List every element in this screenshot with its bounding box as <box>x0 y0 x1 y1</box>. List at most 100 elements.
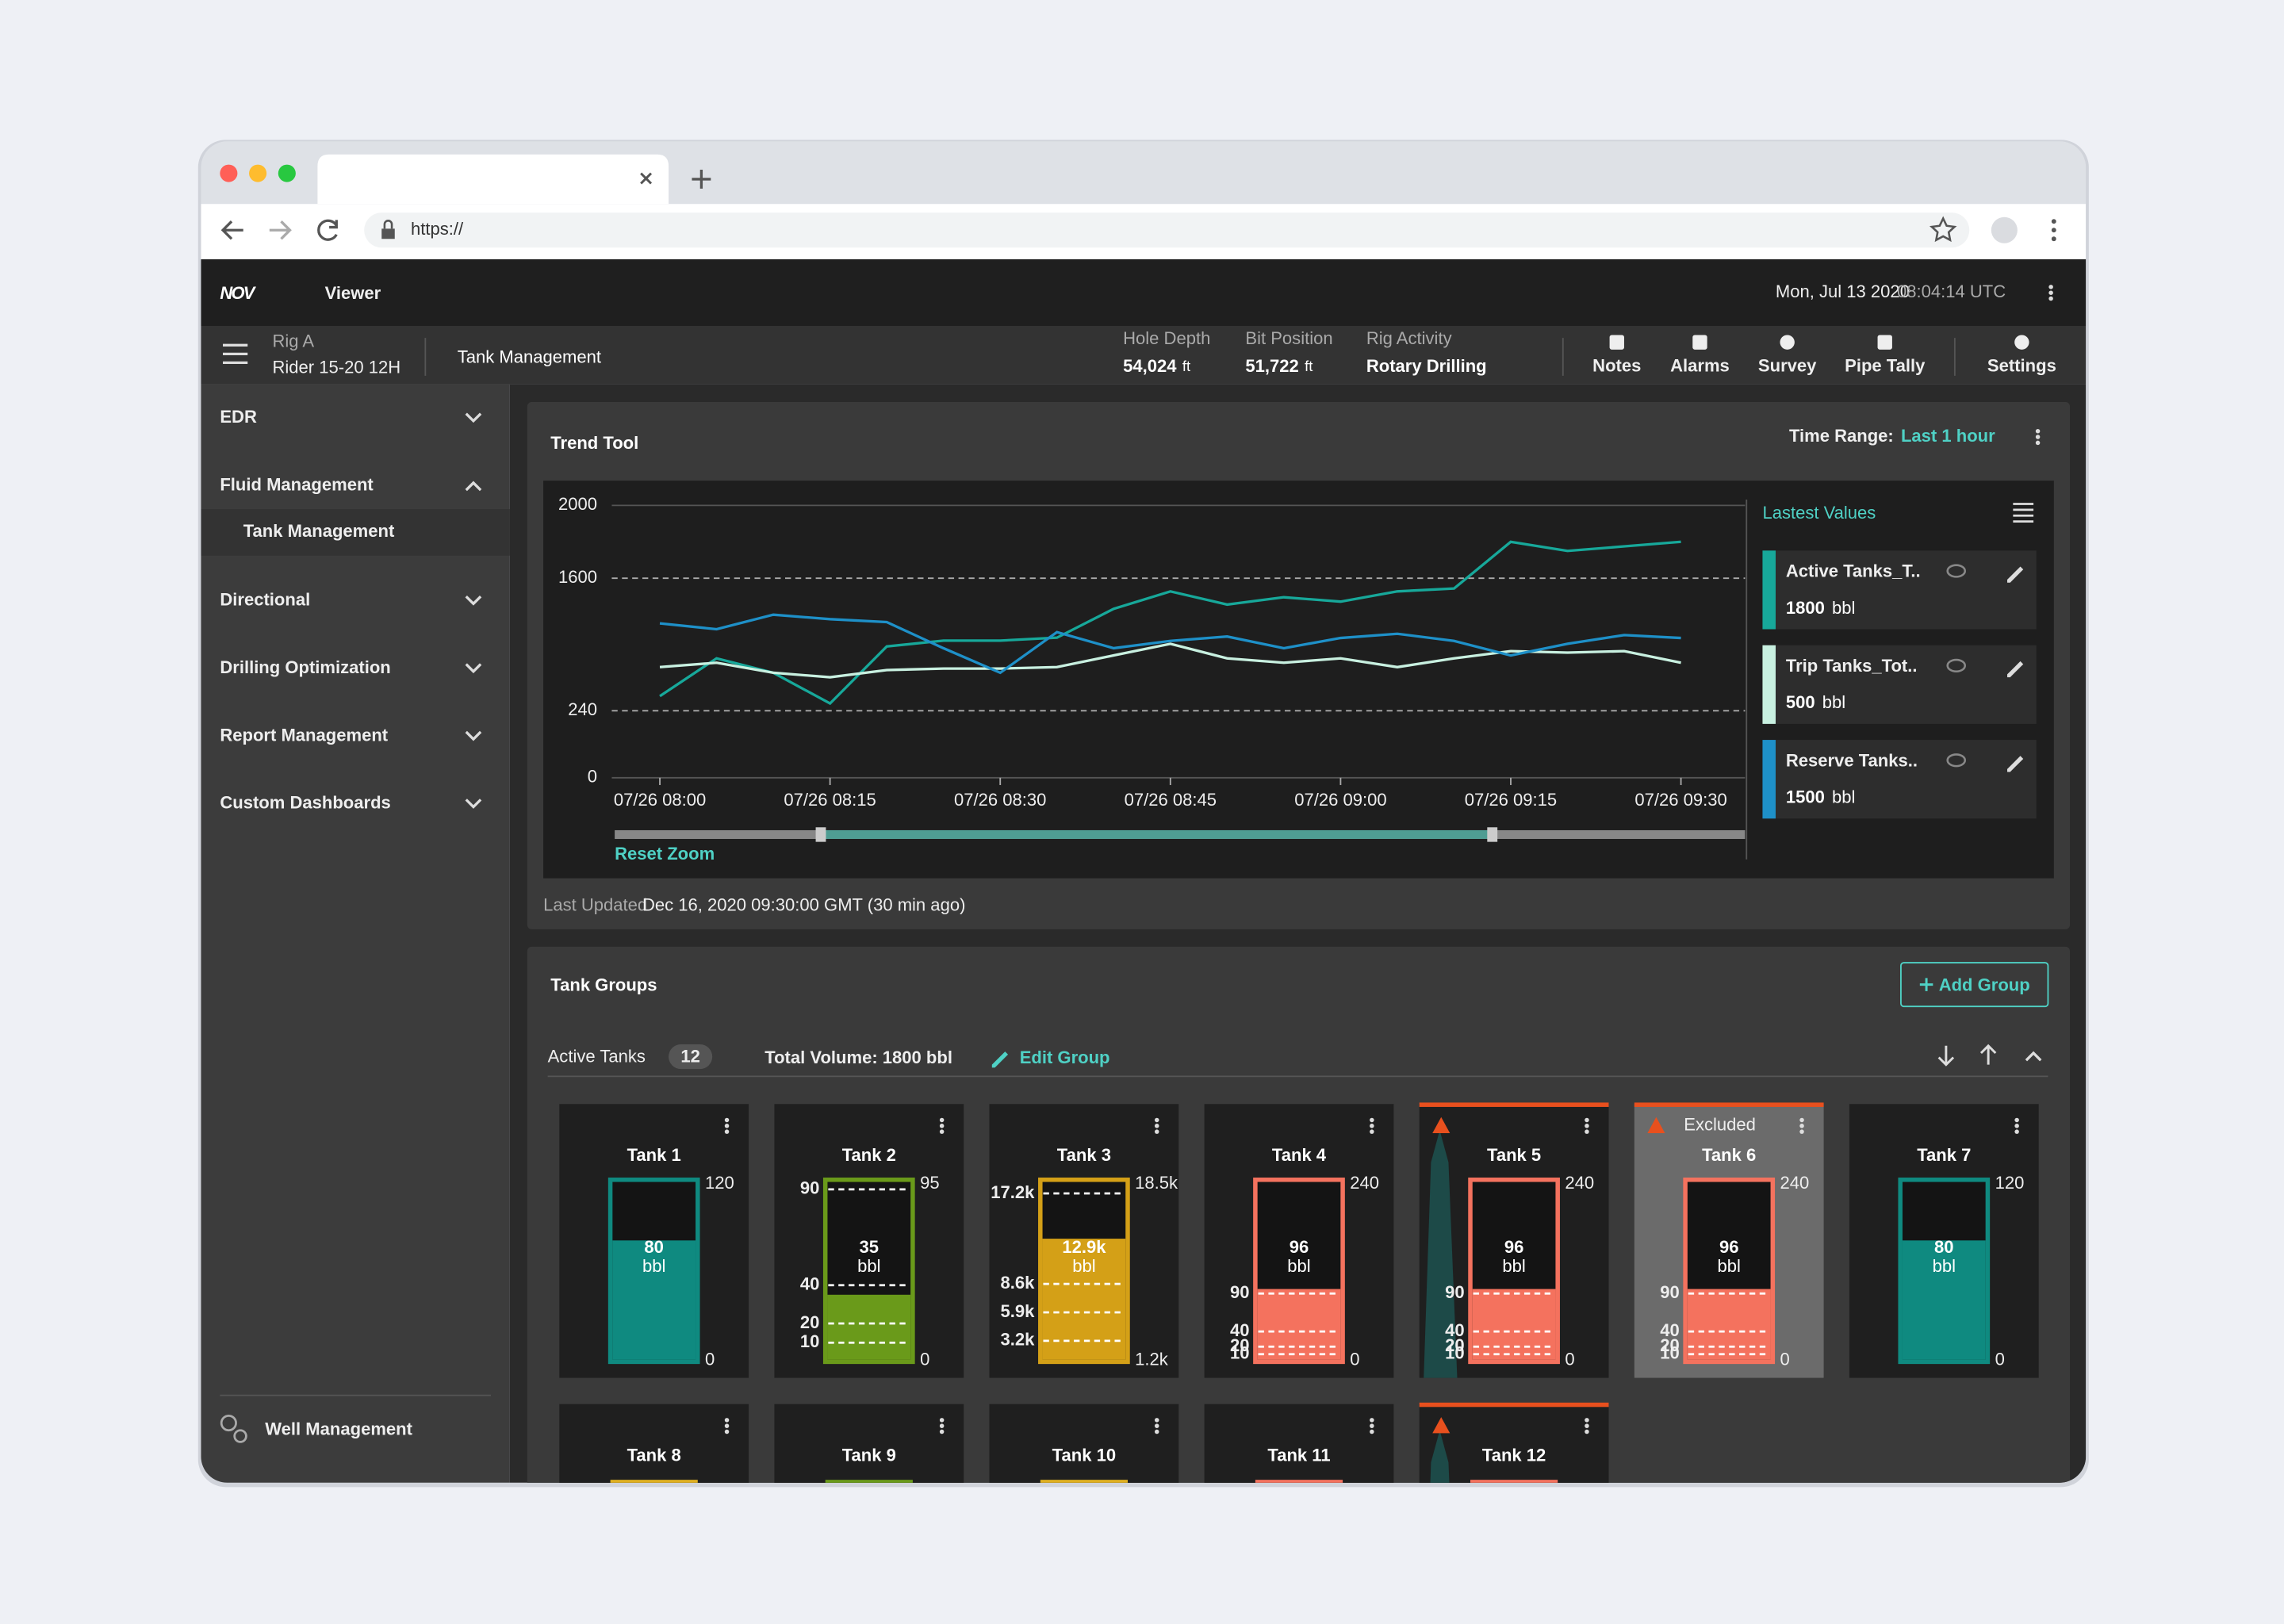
edit-icon[interactable] <box>2007 661 2024 678</box>
dot <box>1799 1129 1804 1134</box>
reset-zoom[interactable]: Reset Zoom <box>615 844 715 864</box>
nav-item[interactable]: Custom Dashboards <box>220 793 390 813</box>
tank-menu[interactable] <box>1799 1117 1804 1134</box>
action-icon[interactable] <box>2014 335 2029 350</box>
tab[interactable] <box>317 154 669 205</box>
tank-top <box>610 1480 698 1483</box>
chevron[interactable] <box>465 481 482 492</box>
tank-menu[interactable] <box>724 1117 730 1134</box>
edit-group[interactable]: Edit Group <box>1020 1048 1110 1067</box>
tank-menu[interactable] <box>724 1418 730 1434</box>
zoom-handle[interactable] <box>815 827 826 842</box>
action-icon[interactable] <box>1877 335 1892 350</box>
tank-menu[interactable] <box>1154 1418 1159 1434</box>
tank-menu[interactable] <box>1370 1418 1374 1434</box>
time-range[interactable]: Last 1 hour <box>1901 426 1995 446</box>
tank-menu[interactable] <box>1585 1418 1589 1434</box>
browser-menu[interactable] <box>2051 219 2056 242</box>
profile[interactable] <box>1991 216 2018 243</box>
tank-level <box>1042 1239 1126 1360</box>
bookmark[interactable] <box>1929 216 1957 243</box>
tab-close[interactable] <box>640 172 653 185</box>
tank-level <box>612 1240 696 1360</box>
tank-marker-label: 10 <box>1230 1343 1250 1363</box>
new-tab[interactable] <box>692 169 711 189</box>
well-management[interactable]: Well Management <box>265 1419 412 1439</box>
tank-card[interactable] <box>1204 1404 1394 1624</box>
nav-item[interactable]: Directional <box>220 590 310 610</box>
stat-value: 51,722 ft <box>1245 356 1313 376</box>
sort-up[interactable] <box>1979 1044 1997 1065</box>
chevron[interactable] <box>465 412 482 423</box>
dot <box>1370 1418 1374 1423</box>
trend-menu[interactable] <box>2035 428 2041 446</box>
tank-card[interactable] <box>989 1404 1179 1624</box>
back[interactable] <box>220 220 243 240</box>
tank-max: 240 <box>1780 1173 1809 1193</box>
dot <box>1370 1423 1374 1428</box>
close-dot[interactable] <box>220 164 238 182</box>
dot <box>724 1418 730 1423</box>
header-menu[interactable] <box>2048 285 2053 301</box>
dot <box>1585 1124 1589 1128</box>
forward[interactable] <box>269 220 292 240</box>
tank-card[interactable] <box>774 1404 964 1624</box>
chevron[interactable] <box>465 730 482 741</box>
reload[interactable] <box>317 219 338 241</box>
tank-menu[interactable] <box>1370 1117 1374 1134</box>
zoom-dot[interactable] <box>278 164 296 182</box>
tank-menu[interactable] <box>2014 1117 2019 1134</box>
action-label[interactable]: Survey <box>1758 356 1817 376</box>
tank-menu[interactable] <box>1154 1117 1159 1134</box>
dot <box>939 1124 945 1128</box>
alert-trend <box>1424 1130 1458 1378</box>
action-label[interactable]: Alarms <box>1670 356 1730 376</box>
chevron[interactable] <box>465 799 482 809</box>
add-group-label[interactable]: Add Group <box>1939 975 2030 994</box>
nav-item[interactable]: Report Management <box>220 725 388 745</box>
nav-item[interactable]: Fluid Management <box>220 474 374 494</box>
legend-swatch <box>1762 645 1776 724</box>
tank-max: 120 <box>1995 1173 2025 1193</box>
dot <box>2048 296 2053 301</box>
x-tick-label: 07/26 09:00 <box>1294 790 1386 810</box>
y-tick-label: 2000 <box>558 494 597 514</box>
tank-menu[interactable] <box>939 1418 945 1434</box>
alert-border <box>1419 1402 1609 1408</box>
add-group-button[interactable] <box>1900 962 2049 1008</box>
zoom-handle[interactable] <box>1487 827 1498 842</box>
chevron[interactable] <box>465 663 482 674</box>
action-icon[interactable] <box>1609 335 1624 350</box>
action-icon[interactable] <box>1780 335 1795 350</box>
tank-value: 80 <box>644 1237 664 1257</box>
group-name: Active Tanks <box>548 1046 646 1066</box>
chevron[interactable] <box>465 595 482 606</box>
tank-card[interactable] <box>559 1404 749 1624</box>
action-icon[interactable] <box>1692 335 1707 350</box>
tank-card[interactable] <box>1419 1404 1609 1624</box>
address-bar[interactable] <box>364 213 1970 248</box>
zoom-window[interactable] <box>820 829 1492 839</box>
eye-icon[interactable] <box>1946 753 1967 768</box>
tank-menu[interactable] <box>1585 1117 1589 1134</box>
x-tick-label: 07/26 08:45 <box>1125 790 1217 810</box>
sort-down[interactable] <box>1937 1045 1955 1067</box>
tank-name: Tank 6 <box>1702 1145 1756 1165</box>
eye-icon[interactable] <box>1946 564 1967 578</box>
nav-item[interactable]: EDR <box>220 407 257 427</box>
tank-top <box>1040 1480 1128 1483</box>
edit-icon[interactable] <box>2007 756 2024 772</box>
count-badge <box>669 1044 713 1070</box>
dot <box>1585 1429 1589 1434</box>
nav-child[interactable]: Tank Management <box>243 521 395 541</box>
nav-item[interactable]: Drilling Optimization <box>220 657 390 677</box>
edit-icon[interactable] <box>2007 566 2024 583</box>
action-label[interactable]: Settings <box>1987 356 2056 376</box>
action-label[interactable]: Pipe Tally <box>1845 356 1926 376</box>
action-label[interactable]: Notes <box>1592 356 1641 376</box>
chevron[interactable] <box>2025 1051 2042 1062</box>
minimize-dot[interactable] <box>249 164 267 182</box>
alert-icon <box>1432 1116 1450 1133</box>
tank-menu[interactable] <box>939 1117 945 1134</box>
eye-icon[interactable] <box>1946 658 1967 673</box>
